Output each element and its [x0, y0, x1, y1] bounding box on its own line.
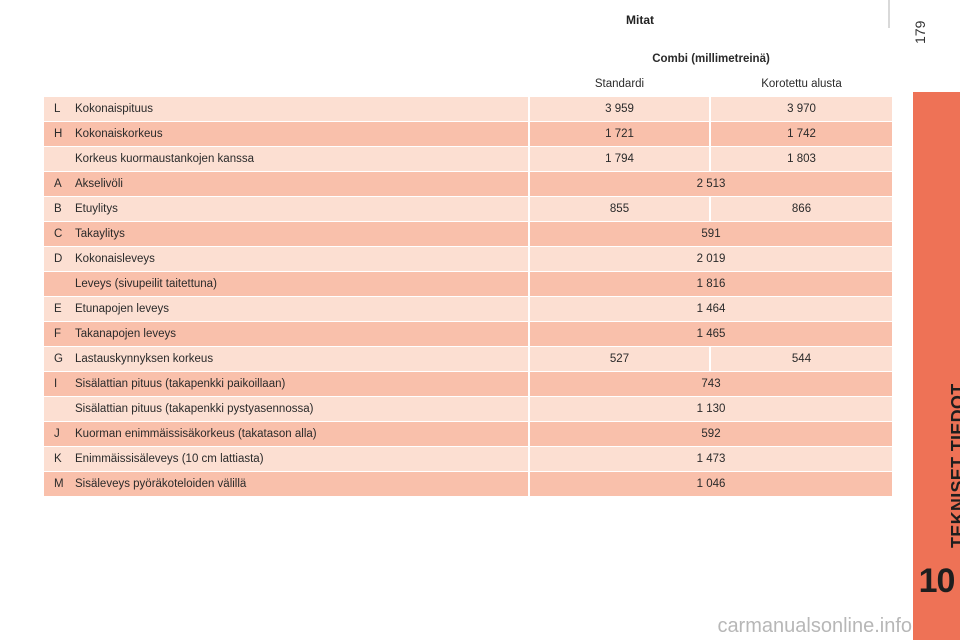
value-combined: 1 465	[530, 322, 893, 346]
row-code: J	[44, 422, 72, 446]
row-code: G	[44, 347, 72, 371]
table-row: K Enimmäissisäleveys (10 cm lattiasta) 1 4…	[44, 447, 893, 471]
table-row: C Takaylitys 591	[44, 222, 893, 246]
row-code: I	[44, 372, 72, 396]
row-label: Sisäleveys pyöräkoteloiden välillä	[72, 472, 530, 496]
value-combined: 1 816	[530, 272, 893, 296]
row-label: Takaylitys	[72, 222, 530, 246]
table-header-row: Combi (millimetreinä)	[44, 47, 892, 71]
dimensions-table: Combi (millimetreinä) Standardi Korotett…	[44, 46, 893, 497]
row-label: Enimmäissisäleveys (10 cm lattiasta)	[72, 447, 530, 471]
row-code: C	[44, 222, 72, 246]
row-label: Kokonaispituus	[72, 97, 530, 121]
value-combined: 1 464	[530, 297, 893, 321]
row-label: Akselivöli	[72, 172, 530, 196]
value-combined: 1 046	[530, 472, 893, 496]
chapter-side-tab	[913, 92, 960, 640]
value-standard: 1 721	[530, 122, 711, 146]
value-raised: 1 742	[711, 122, 893, 146]
row-code: B	[44, 197, 72, 221]
row-code: A	[44, 172, 72, 196]
value-combined: 2 019	[530, 247, 893, 271]
value-combined: 743	[530, 372, 893, 396]
table-row: I Sisälattian pituus (takapenkki paikoill…	[44, 372, 893, 396]
row-code	[44, 272, 72, 296]
subheader-raised: Korotettu alusta	[761, 78, 842, 90]
value-standard: 1 794	[530, 147, 711, 171]
table-row: A Akselivöli 2 513	[44, 172, 893, 196]
value-standard: 3 959	[530, 97, 711, 121]
chapter-number: 10	[918, 562, 956, 600]
table-row: Leveys (sivupeilit taitettuna) 1 816	[44, 272, 893, 296]
page-number: 179	[912, 21, 928, 44]
table-subheader-row: Standardi Korotettu alusta	[44, 72, 892, 96]
table-row: H Kokonaiskorkeus 1 721 1 742	[44, 122, 893, 146]
row-label: Etunapojen leveys	[72, 297, 530, 321]
row-label: Lastauskynnyksen korkeus	[72, 347, 530, 371]
table-row: D Kokonaisleveys 2 019	[44, 247, 893, 271]
row-code: M	[44, 472, 72, 496]
value-raised: 1 803	[711, 147, 893, 171]
value-combined: 1 130	[530, 397, 893, 421]
row-label: Kokonaisleveys	[72, 247, 530, 271]
row-code	[44, 397, 72, 421]
table-row: L Kokonaispituus 3 959 3 970	[44, 97, 893, 121]
table-row: Korkeus kuormaustankojen kanssa 1 794 1 80…	[44, 147, 893, 171]
row-label: Sisälattian pituus (takapenkki paikoilla…	[72, 372, 530, 396]
table-header: Combi (millimetreinä)	[652, 53, 770, 65]
value-combined: 591	[530, 222, 893, 246]
table-row: E Etunapojen leveys 1 464	[44, 297, 893, 321]
value-raised: 866	[711, 197, 893, 221]
table-row: F Takanapojen leveys 1 465	[44, 322, 893, 346]
page-number-text: 179	[912, 20, 928, 44]
row-label: Kokonaiskorkeus	[72, 122, 530, 146]
row-code: H	[44, 122, 72, 146]
value-combined: 2 513	[530, 172, 893, 196]
chapter-title: TEKNISET TIEDOT	[948, 383, 960, 548]
row-code: F	[44, 322, 72, 346]
value-standard: 855	[530, 197, 711, 221]
row-label: Korkeus kuormaustankojen kanssa	[72, 147, 530, 171]
table-row: J Kuorman enimmäissisäkorkeus (takatason …	[44, 422, 893, 446]
value-raised: 544	[711, 347, 893, 371]
row-code	[44, 147, 72, 171]
page-heading: Mitat	[626, 13, 654, 27]
table-row: B Etuylitys 855 866	[44, 197, 893, 221]
top-divider	[888, 0, 890, 28]
value-raised: 3 970	[711, 97, 893, 121]
row-label: Sisälattian pituus (takapenkki pystyasen…	[72, 397, 530, 421]
row-code: L	[44, 97, 72, 121]
row-code: D	[44, 247, 72, 271]
table-row: G Lastauskynnyksen korkeus 527 544	[44, 347, 893, 371]
row-label: Leveys (sivupeilit taitettuna)	[72, 272, 530, 296]
subheader-standard: Standardi	[530, 72, 711, 96]
table-row: Sisälattian pituus (takapenkki pystyasen…	[44, 397, 893, 421]
row-label: Takanapojen leveys	[72, 322, 530, 346]
watermark: carmanualsonline.info	[717, 615, 912, 637]
value-combined: 592	[530, 422, 893, 446]
row-code: E	[44, 297, 72, 321]
value-combined: 1 473	[530, 447, 893, 471]
row-code: K	[44, 447, 72, 471]
row-label: Kuorman enimmäissisäkorkeus (takatason a…	[72, 422, 530, 446]
table-row: M Sisäleveys pyöräkoteloiden välillä 1 046	[44, 472, 893, 496]
row-label: Etuylitys	[72, 197, 530, 221]
value-standard: 527	[530, 347, 711, 371]
